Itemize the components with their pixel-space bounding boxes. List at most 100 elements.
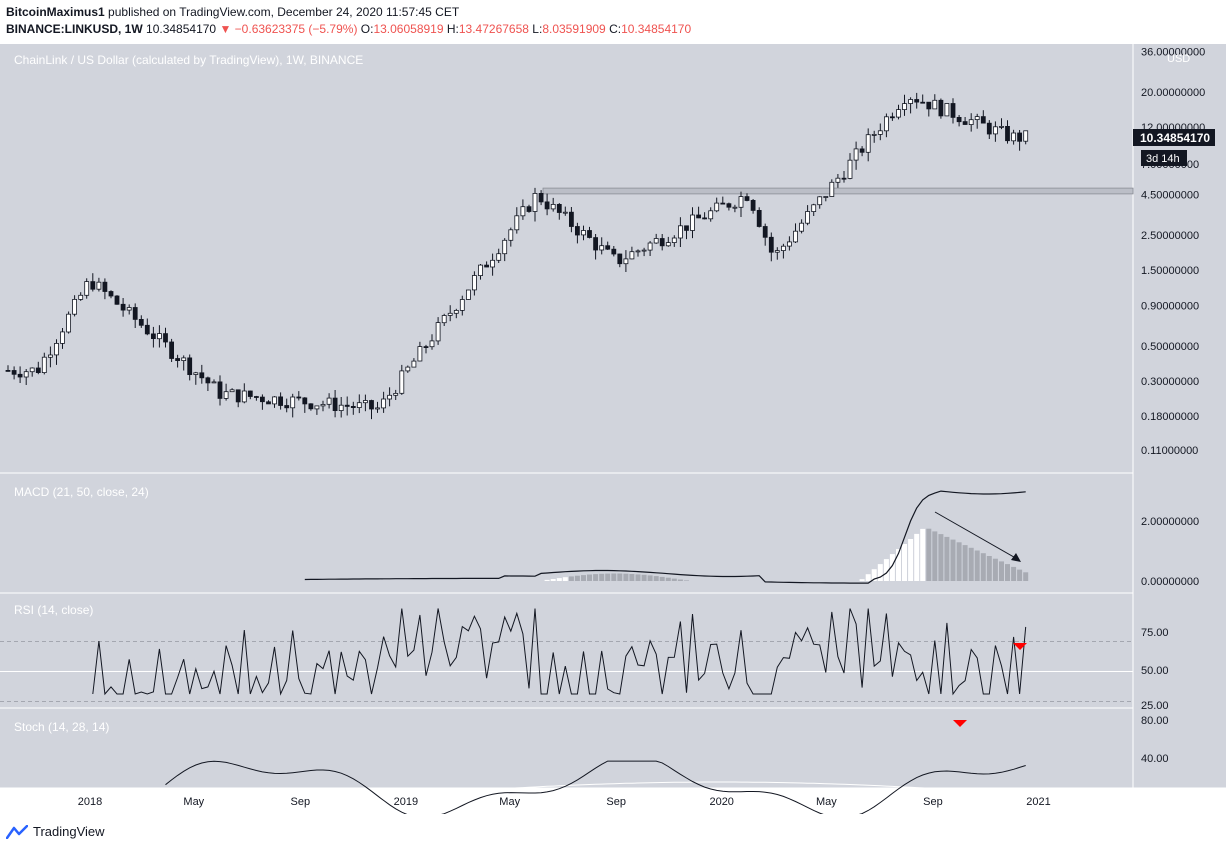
- candle-body: [514, 215, 520, 231]
- candle-body: [247, 390, 253, 397]
- last-price-box: [1133, 129, 1215, 146]
- candle-body: [1011, 132, 1016, 142]
- macd-histogram-bar: [992, 558, 998, 581]
- tradingview-logo-icon: [6, 824, 28, 839]
- macd-histogram-bar: [574, 575, 580, 581]
- author-name[interactable]: BitcoinMaximus1: [6, 5, 105, 19]
- change-down-icon: ▼: [219, 22, 232, 36]
- stoch-tick-40: 40.00: [1141, 753, 1169, 765]
- price-axis-background[interactable]: [1133, 44, 1226, 788]
- macd-histogram-bar: [635, 574, 641, 581]
- candle-body: [817, 196, 823, 206]
- macd-histogram-bar: [1017, 569, 1023, 581]
- macd-title: MACD (21, 50, close, 24): [14, 485, 149, 499]
- macd-histogram-bar: [1023, 572, 1029, 581]
- price-tick-label: 36.00000000: [1141, 47, 1205, 59]
- plot-background: [0, 44, 1133, 788]
- candle-body: [986, 122, 992, 135]
- candle-body: [66, 313, 71, 333]
- time-tick-label: Sep: [923, 796, 943, 808]
- high-label: H:: [446, 22, 459, 36]
- candle-body: [714, 202, 720, 212]
- candle-body: [665, 242, 671, 247]
- candle-body: [756, 209, 762, 227]
- macd-histogram-bar: [896, 549, 901, 581]
- candle-body: [787, 241, 792, 247]
- candle-body: [641, 249, 647, 252]
- candle-body: [126, 307, 132, 311]
- candle-body: [932, 99, 938, 110]
- candle-body: [1017, 132, 1022, 142]
- candle-body: [884, 116, 889, 132]
- macd-histogram-bar: [653, 576, 659, 581]
- candle-body: [193, 372, 199, 375]
- candle-body: [429, 340, 435, 348]
- macd-histogram-bar: [908, 539, 914, 581]
- currency-label: USD: [1167, 53, 1190, 65]
- candle-body: [926, 101, 932, 110]
- price-tick-label: 1.50000000: [1141, 265, 1199, 277]
- candle-body: [647, 242, 653, 251]
- candle-body: [556, 203, 562, 213]
- candle-body: [962, 121, 968, 125]
- candle-body: [750, 199, 756, 211]
- macd-histogram-bar: [677, 579, 683, 581]
- macd-histogram-bar: [968, 547, 974, 581]
- candle-body: [211, 381, 217, 384]
- candle-body: [841, 177, 847, 180]
- macd-histogram-bar: [926, 528, 932, 581]
- candle-body: [835, 177, 841, 183]
- candle-body: [108, 291, 114, 297]
- high-value: 13.47267658: [458, 22, 529, 36]
- macd-histogram-bar: [599, 573, 605, 581]
- rsi-pane: [0, 608, 1133, 702]
- candle-body: [732, 206, 738, 209]
- candle-body: [205, 377, 211, 384]
- macd-histogram-bar: [871, 569, 877, 581]
- candle-body: [611, 248, 617, 255]
- candle-body: [320, 403, 326, 407]
- candle-body: [138, 318, 144, 326]
- time-tick-label: May: [499, 796, 520, 808]
- candle-body: [399, 370, 405, 394]
- stoch-d-line: [329, 781, 1026, 802]
- stoch-bearish-signal-icon: [953, 720, 967, 727]
- candle-body: [1005, 126, 1010, 142]
- rsi-tick-75: 75.00: [1141, 627, 1169, 639]
- candle-body: [659, 238, 665, 247]
- countdown-box: [1141, 150, 1187, 166]
- chart-canvas[interactable]: 36.0000000020.0000000012.000000007.00000…: [0, 44, 1226, 814]
- macd-histogram-bar: [938, 534, 944, 581]
- candle-body: [774, 250, 780, 253]
- candles: [5, 92, 1029, 420]
- candle-body: [453, 309, 459, 314]
- candle-body: [865, 134, 871, 153]
- last-price: 10.34854170: [146, 22, 217, 36]
- candle-body: [375, 407, 380, 410]
- candle-body: [708, 210, 714, 220]
- candle-body: [599, 245, 605, 251]
- macd-tick-2: 2.00000000: [1141, 516, 1199, 528]
- price-tick-label: 20.00000000: [1141, 87, 1205, 99]
- candle-body: [241, 390, 247, 403]
- candle-body: [60, 331, 65, 344]
- candle-body: [490, 259, 496, 268]
- macd-histogram-bar: [562, 577, 568, 581]
- candle-body: [41, 356, 47, 374]
- candle-body: [853, 148, 859, 161]
- price-tick-label: 0.18000000: [1141, 411, 1199, 423]
- candle-body: [980, 116, 986, 124]
- stoch-title: Stoch (14, 28, 14): [14, 720, 109, 734]
- macd-histogram-bar: [986, 556, 992, 581]
- candle-body: [720, 202, 726, 205]
- candle-body: [702, 217, 707, 220]
- candle-body: [5, 369, 11, 372]
- candle-body: [617, 253, 623, 265]
- footer-brand[interactable]: TradingView: [33, 824, 105, 839]
- candle-body: [72, 298, 77, 315]
- candle-body: [35, 367, 41, 373]
- time-tick-label: 2020: [709, 796, 733, 808]
- macd-histogram-bar: [611, 573, 617, 581]
- candle-body: [902, 103, 907, 110]
- candle-body: [223, 391, 229, 399]
